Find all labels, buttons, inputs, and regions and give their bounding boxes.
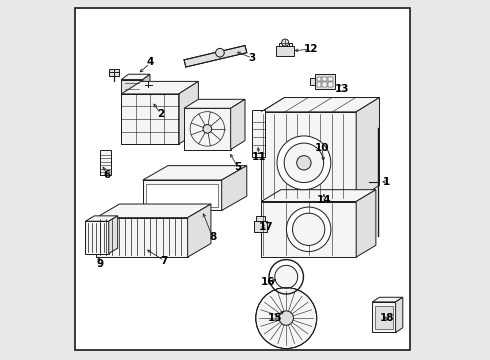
Bar [276,45,294,56]
Text: 7: 7 [161,256,168,266]
Polygon shape [188,204,211,257]
Text: 12: 12 [304,44,319,54]
Bar [375,306,393,329]
Polygon shape [395,297,403,332]
Bar [322,77,327,81]
Text: 14: 14 [317,195,331,205]
Polygon shape [184,108,231,149]
Text: 18: 18 [379,313,394,323]
Circle shape [293,213,325,246]
Bar [328,77,333,81]
Text: 1: 1 [383,177,390,187]
Polygon shape [96,204,211,218]
Polygon shape [109,216,118,253]
Text: 6: 6 [103,170,111,180]
Text: 11: 11 [252,152,267,162]
Circle shape [216,48,224,57]
Polygon shape [261,202,356,257]
Bar [252,110,265,157]
Circle shape [279,311,294,325]
Text: 17: 17 [259,222,274,231]
Circle shape [287,207,331,252]
Circle shape [256,288,317,348]
Polygon shape [356,190,376,257]
Text: 8: 8 [209,232,217,242]
Polygon shape [221,166,247,211]
Polygon shape [85,216,118,221]
Polygon shape [147,184,218,207]
Text: 2: 2 [157,109,164,119]
Polygon shape [122,94,179,144]
Polygon shape [261,112,356,200]
Polygon shape [372,302,395,332]
Polygon shape [96,218,188,257]
Bar [317,82,321,87]
Text: 10: 10 [315,143,329,153]
Polygon shape [122,81,198,94]
Circle shape [297,156,311,170]
Text: 15: 15 [268,313,283,323]
Polygon shape [261,98,379,112]
Circle shape [284,143,323,183]
Polygon shape [122,80,143,101]
Polygon shape [179,81,198,144]
Bar [279,42,282,45]
Bar [317,77,321,81]
Polygon shape [85,221,109,253]
Polygon shape [372,297,403,302]
Bar [284,42,287,45]
Text: 3: 3 [248,53,256,63]
Bar [328,82,333,87]
Polygon shape [109,69,120,76]
Polygon shape [231,99,245,149]
Bar [100,149,111,175]
Text: 13: 13 [335,84,349,94]
Text: 16: 16 [261,277,275,287]
Circle shape [277,136,331,190]
Bar [289,42,293,45]
Polygon shape [184,45,247,67]
Circle shape [203,125,212,133]
Circle shape [282,39,289,46]
Text: 9: 9 [96,259,103,269]
Bar [310,78,315,85]
Polygon shape [143,166,247,180]
Polygon shape [184,99,245,108]
Text: 4: 4 [147,57,154,67]
Text: 5: 5 [234,162,242,172]
Bar [315,74,335,89]
Polygon shape [261,190,376,202]
Bar [254,221,267,232]
Polygon shape [356,98,379,200]
Bar [322,82,327,87]
Polygon shape [143,74,150,101]
Circle shape [275,265,298,288]
Polygon shape [144,82,152,88]
Polygon shape [143,180,221,211]
Polygon shape [122,74,150,80]
Bar [256,216,265,221]
